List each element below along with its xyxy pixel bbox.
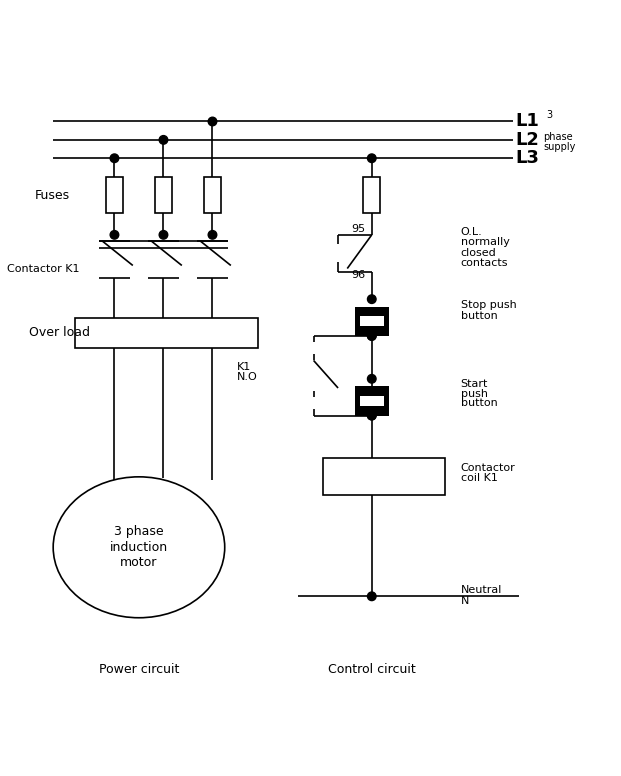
Text: motor: motor [120,556,158,569]
Text: button: button [461,310,497,320]
Bar [355,386,389,416]
Text: O.L.: O.L. [461,227,483,237]
Text: 3: 3 [546,110,553,120]
Bar [363,177,380,213]
Text: Control circuit: Control circuit [328,663,415,677]
Text: 96: 96 [351,269,366,279]
Text: N.O: N.O [237,372,258,382]
Text: 95: 95 [351,223,366,234]
Text: contacts: contacts [461,258,508,268]
Text: L1: L1 [516,113,540,130]
Bar [360,317,384,326]
Text: Over load: Over load [29,327,89,339]
Text: K1: K1 [237,362,252,372]
Bar [355,307,389,336]
Circle shape [368,295,376,303]
Text: Stop push: Stop push [461,300,516,310]
Bar [204,177,221,213]
Bar [155,177,172,213]
Text: L2: L2 [516,131,540,149]
Circle shape [368,411,376,420]
Circle shape [159,230,168,239]
Text: closed: closed [461,248,496,258]
Circle shape [368,331,376,340]
Text: Contactor K1: Contactor K1 [7,264,79,273]
Circle shape [368,386,376,395]
Text: Neutral: Neutral [461,585,502,595]
Text: Contactor: Contactor [461,462,515,473]
Text: Start: Start [461,379,488,389]
Text: N: N [461,596,469,605]
Bar [75,317,258,348]
Text: induction: induction [110,541,168,554]
Circle shape [368,375,376,383]
Text: button: button [461,398,497,408]
Circle shape [208,230,217,239]
Text: coil K1: coil K1 [461,473,497,483]
Circle shape [368,331,376,340]
Bar [323,459,445,495]
Text: push: push [461,389,487,399]
Text: normally: normally [461,237,509,248]
Bar [360,396,384,406]
Circle shape [110,154,119,162]
Circle shape [368,592,376,601]
Circle shape [368,411,376,420]
Circle shape [110,230,119,239]
Circle shape [208,117,217,126]
Circle shape [159,136,168,144]
Text: 3 phase: 3 phase [114,525,164,539]
Circle shape [368,154,376,162]
Text: Fuses: Fuses [35,189,70,202]
Text: phase: phase [543,132,573,142]
Bar [106,177,123,213]
Text: Power circuit: Power circuit [99,663,179,677]
Text: supply: supply [543,142,576,152]
Text: L3: L3 [516,149,540,168]
